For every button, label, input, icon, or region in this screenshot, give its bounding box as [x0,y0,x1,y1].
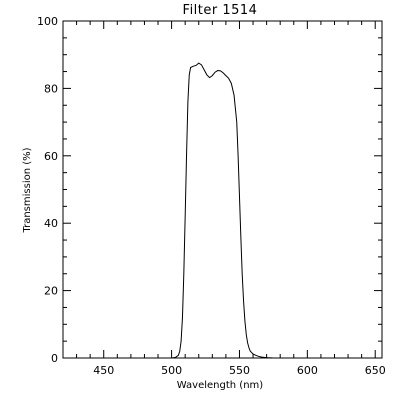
transmission-curve [63,62,382,359]
y-tick-label: 60 [44,150,58,163]
plot-frame [62,20,383,359]
minor-ticks [62,21,382,358]
y-tick-label: 80 [44,82,58,95]
tick-labels: 450 500 550 600 650 0 20 40 60 80 100 [37,15,386,377]
y-tick-label: 20 [44,285,58,298]
x-tick-label: 500 [161,364,182,377]
y-tick-label: 0 [51,352,58,365]
x-tick-label: 650 [365,364,386,377]
x-tick-label: 550 [229,364,250,377]
x-tick-label: 600 [297,364,318,377]
x-tick-label: 450 [93,364,114,377]
y-tick-label: 40 [44,217,58,230]
chart-title: Filter 1514 [183,3,258,18]
y-tick-label: 100 [37,15,58,28]
x-axis-label: Wavelength (nm) [177,380,263,391]
y-axis-label: Transmission (%) [22,147,33,233]
